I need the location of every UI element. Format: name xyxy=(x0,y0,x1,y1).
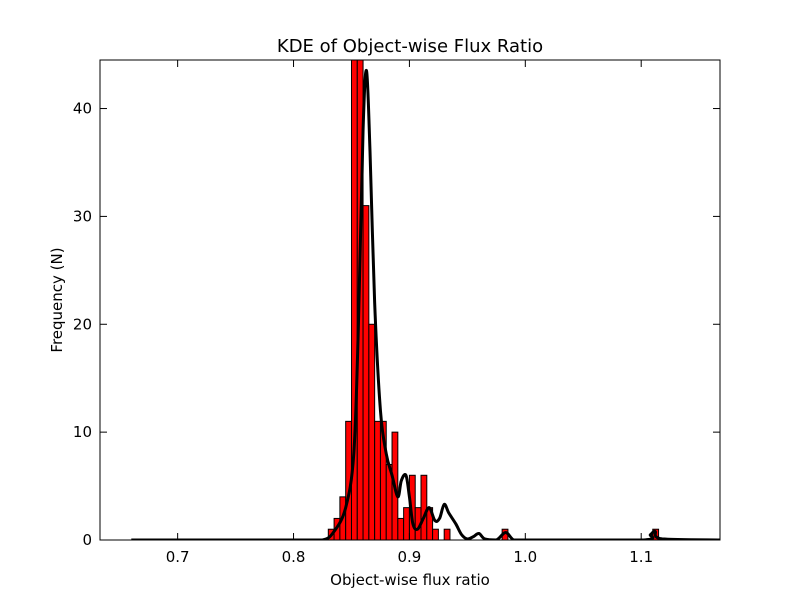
x-axis: 0.7 0.8 0.9 1.0 1.1 xyxy=(166,60,653,566)
histogram-bar xyxy=(443,528,451,540)
y-tick-label: 20 xyxy=(73,315,92,333)
y-tick-label: 40 xyxy=(73,100,92,118)
x-tick-label: 0.7 xyxy=(166,548,190,566)
chart-title: KDE of Object-wise Flux Ratio xyxy=(277,36,543,57)
plot-area xyxy=(131,60,720,540)
x-tick-label: 1.0 xyxy=(513,548,537,566)
y-tick-label: 0 xyxy=(82,531,92,549)
plot-frame xyxy=(99,59,721,541)
x-tick-label: 0.8 xyxy=(282,548,306,566)
y-axis: 0 10 20 30 40 xyxy=(73,100,720,549)
histogram-bar xyxy=(368,323,376,540)
histogram-bar xyxy=(362,205,370,540)
histogram-bar xyxy=(374,420,381,540)
histogram-bar xyxy=(432,528,439,540)
histogram-bar xyxy=(403,507,410,540)
x-tick-label: 1.1 xyxy=(629,548,653,566)
histogram-bar xyxy=(397,517,405,540)
kde-curve xyxy=(131,68,720,540)
x-tick-label: 0.9 xyxy=(397,548,421,566)
x-axis-label: Object-wise flux ratio xyxy=(330,571,490,589)
y-tick-label: 30 xyxy=(73,207,92,225)
y-tick-label: 10 xyxy=(73,423,92,441)
histogram-bar xyxy=(420,474,428,540)
y-axis-label: Frequency (N) xyxy=(48,247,66,352)
